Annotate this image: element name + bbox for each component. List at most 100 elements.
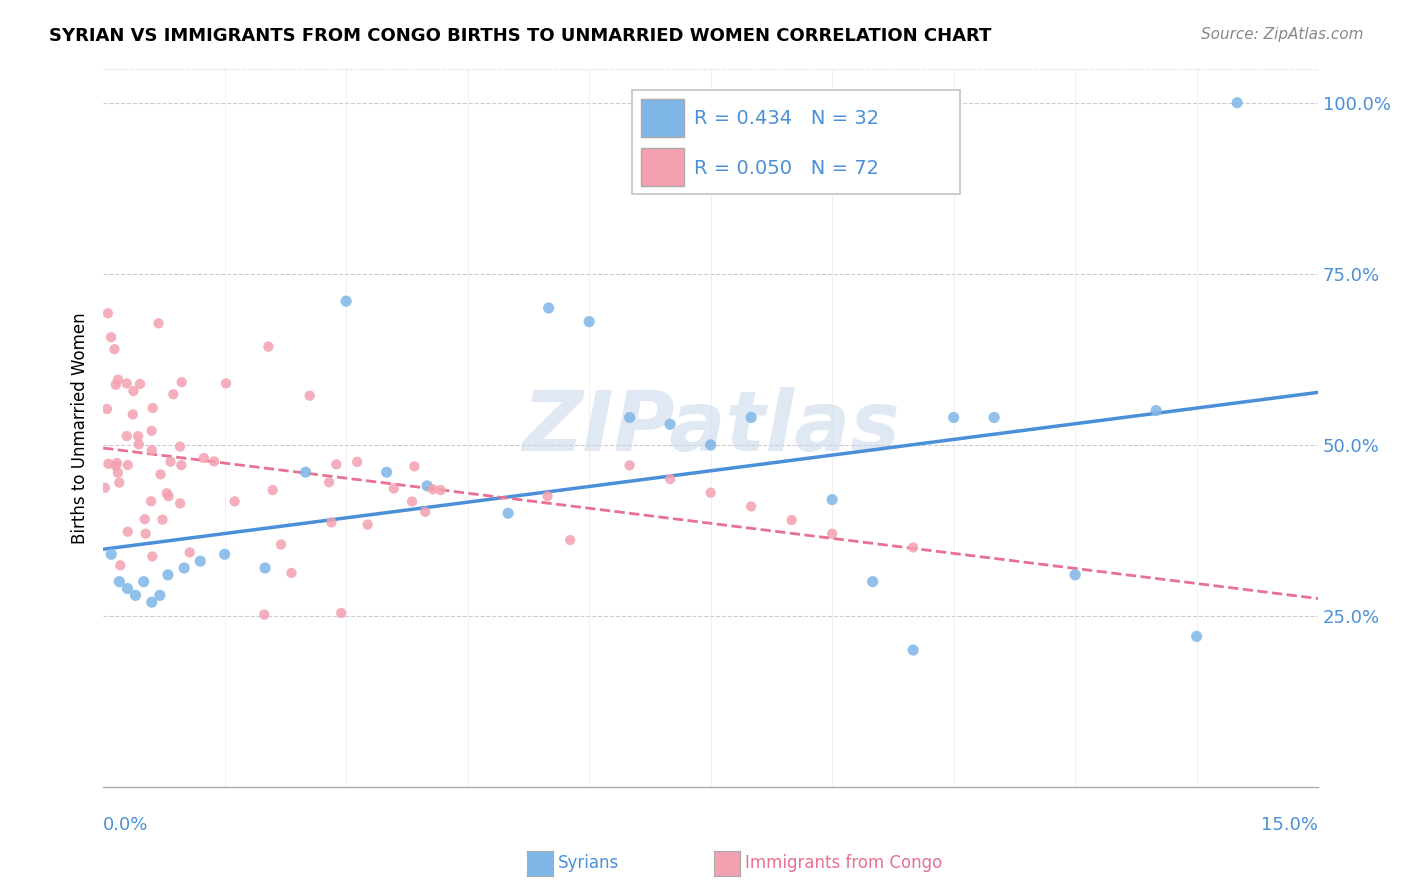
Point [740, 410, 762, 425]
Point [318, 475, 340, 490]
Point [157, 489, 180, 503]
Point [659, 472, 682, 486]
Point [215, 376, 238, 391]
Point [105, 456, 128, 470]
Point [346, 455, 368, 469]
Point [135, 526, 157, 541]
Point [103, 342, 125, 356]
Point [382, 482, 405, 496]
Point [104, 458, 127, 473]
Point [96, 402, 118, 417]
Point [108, 475, 131, 490]
Point [179, 545, 201, 559]
Point [132, 574, 155, 589]
Point [100, 330, 122, 344]
Point [619, 458, 641, 473]
Point [335, 294, 357, 309]
Point [193, 450, 215, 465]
Point [202, 454, 225, 468]
Point [821, 492, 844, 507]
Point [901, 643, 924, 657]
Point [97, 306, 120, 320]
Point [401, 494, 423, 508]
Point [1226, 95, 1249, 110]
Point [740, 500, 762, 514]
Point [214, 547, 236, 561]
Point [821, 526, 844, 541]
Y-axis label: Births to Unmarried Women: Births to Unmarried Women [72, 312, 89, 543]
Point [159, 455, 181, 469]
Point [619, 410, 641, 425]
Point [942, 410, 965, 425]
Text: Immigrants from Congo: Immigrants from Congo [745, 855, 942, 872]
Point [356, 517, 378, 532]
Point [416, 479, 439, 493]
Text: 0.0%: 0.0% [103, 815, 149, 834]
Point [115, 376, 138, 391]
Point [294, 465, 316, 479]
Point [429, 483, 451, 497]
Point [422, 483, 444, 497]
Point [496, 506, 519, 520]
Point [129, 376, 152, 391]
Point [134, 512, 156, 526]
Point [128, 437, 150, 451]
Point [413, 505, 436, 519]
Point [115, 429, 138, 443]
Point [901, 541, 924, 555]
Point [699, 438, 721, 452]
Point [659, 417, 682, 432]
Point [110, 558, 132, 573]
Point [325, 458, 347, 472]
Point [141, 549, 163, 564]
Point [253, 607, 276, 622]
Point [122, 384, 145, 398]
Point [173, 561, 195, 575]
Point [148, 316, 170, 330]
Point [169, 440, 191, 454]
Point [330, 606, 353, 620]
Point [149, 588, 172, 602]
Point [560, 533, 582, 547]
Point [94, 481, 117, 495]
Point [117, 582, 139, 596]
Point [699, 485, 721, 500]
Point [257, 340, 280, 354]
Point [1144, 403, 1167, 417]
Point [321, 516, 343, 530]
Point [141, 424, 163, 438]
Point [141, 443, 163, 458]
Point [141, 595, 163, 609]
Point [375, 465, 398, 479]
Point [107, 466, 129, 480]
Point [124, 588, 146, 602]
Point [578, 315, 600, 329]
Point [298, 389, 321, 403]
Point [254, 561, 277, 575]
Text: ZIPatlas: ZIPatlas [522, 387, 900, 468]
Point [170, 375, 193, 389]
Point [156, 486, 179, 500]
Point [121, 408, 143, 422]
Point [1064, 567, 1087, 582]
Point [780, 513, 803, 527]
Point [1185, 629, 1208, 643]
Point [107, 373, 129, 387]
Point [156, 567, 179, 582]
Point [169, 496, 191, 510]
Point [117, 524, 139, 539]
Point [117, 458, 139, 472]
Point [152, 512, 174, 526]
Text: 15.0%: 15.0% [1261, 815, 1319, 834]
Point [127, 429, 149, 443]
Point [149, 467, 172, 482]
Point [104, 377, 127, 392]
Point [262, 483, 284, 497]
Point [537, 301, 560, 315]
Point [162, 387, 184, 401]
Text: Syrians: Syrians [558, 855, 620, 872]
Point [404, 459, 426, 474]
Point [280, 566, 302, 580]
Point [270, 537, 292, 551]
Point [188, 554, 211, 568]
